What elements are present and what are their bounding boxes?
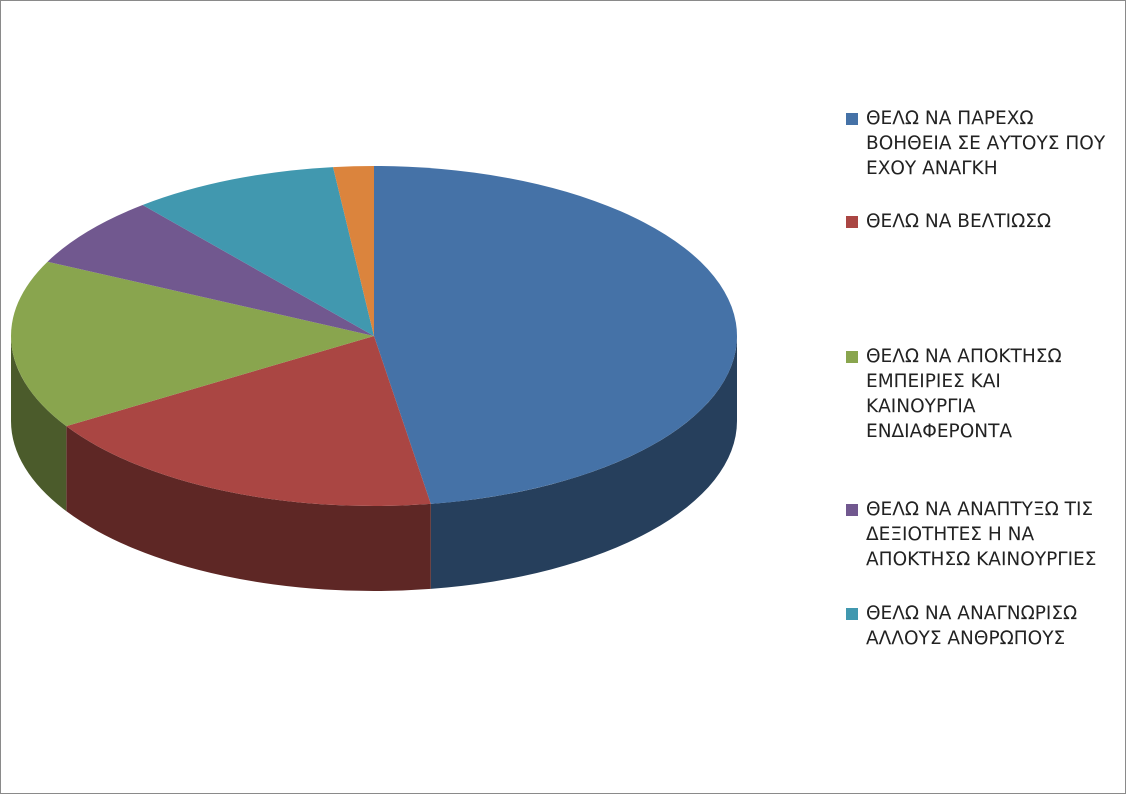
legend-entry: ΘΕΛΩ ΝΑ ΑΠΟΚΤΗΣΩ ΕΜΠΕΙΡΙΕΣ ΚΑΙ ΚΑΙΝΟΥΡΓΙ…: [846, 344, 1111, 444]
legend-swatch: [846, 351, 858, 363]
slice-side: [430, 336, 738, 589]
legend-label: ΘΕΛΩ ΝΑ ΒΕΛΤΙΩΣΩ: [866, 211, 1052, 232]
legend-entry: ΘΕΛΩ ΝΑ ΑΝΑΓΝΩΡΙΣΩ ΑΛΛΟΥΣ ΑΝΘΡΩΠΟΥΣ: [846, 601, 1111, 651]
legend-swatch: [846, 216, 858, 228]
slice: [333, 166, 374, 336]
legend-label: ΘΕΛΩ ΝΑ ΑΝΑΠΤΥΞΩ ΤΙΣ ΔΕΞΙΟΤΗΤΕΣ Η ΝΑ ΑΠΟ…: [866, 499, 1097, 570]
legend-swatch: [846, 608, 858, 620]
legend-label: ΘΕΛΩ ΝΑ ΑΝΑΓΝΩΡΙΣΩ ΑΛΛΟΥΣ ΑΝΘΡΩΠΟΥΣ: [866, 603, 1078, 649]
legend-label: ΘΕΛΩ ΝΑ ΠΑΡΕΧΩ ΒΟΗΘΕΙΑ ΣΕ ΑΥΤΟΥΣ ΠΟΥ ΕΧΟ…: [866, 108, 1106, 179]
slice: [374, 166, 737, 504]
slice: [142, 167, 374, 336]
slice-side: [11, 336, 67, 512]
slice: [47, 205, 374, 336]
slice-side: [66, 426, 431, 592]
legend-entry: ΘΕΛΩ ΝΑ ΒΕΛΤΙΩΣΩ: [846, 209, 1111, 234]
legend-swatch: [846, 504, 858, 516]
legend-entry: ΘΕΛΩ ΝΑ ΠΑΡΕΧΩ ΒΟΗΘΕΙΑ ΣΕ ΑΥΤΟΥΣ ΠΟΥ ΕΧΟ…: [846, 106, 1111, 181]
legend-swatch: [846, 113, 858, 125]
slice: [66, 336, 431, 506]
slice: [10, 261, 374, 427]
legend-label: ΘΕΛΩ ΝΑ ΑΠΟΚΤΗΣΩ ΕΜΠΕΙΡΙΕΣ ΚΑΙ ΚΑΙΝΟΥΡΓΙ…: [866, 346, 1062, 442]
legend-entry: ΘΕΛΩ ΝΑ ΑΝΑΠΤΥΞΩ ΤΙΣ ΔΕΞΙΟΤΗΤΕΣ Η ΝΑ ΑΠΟ…: [846, 497, 1111, 572]
